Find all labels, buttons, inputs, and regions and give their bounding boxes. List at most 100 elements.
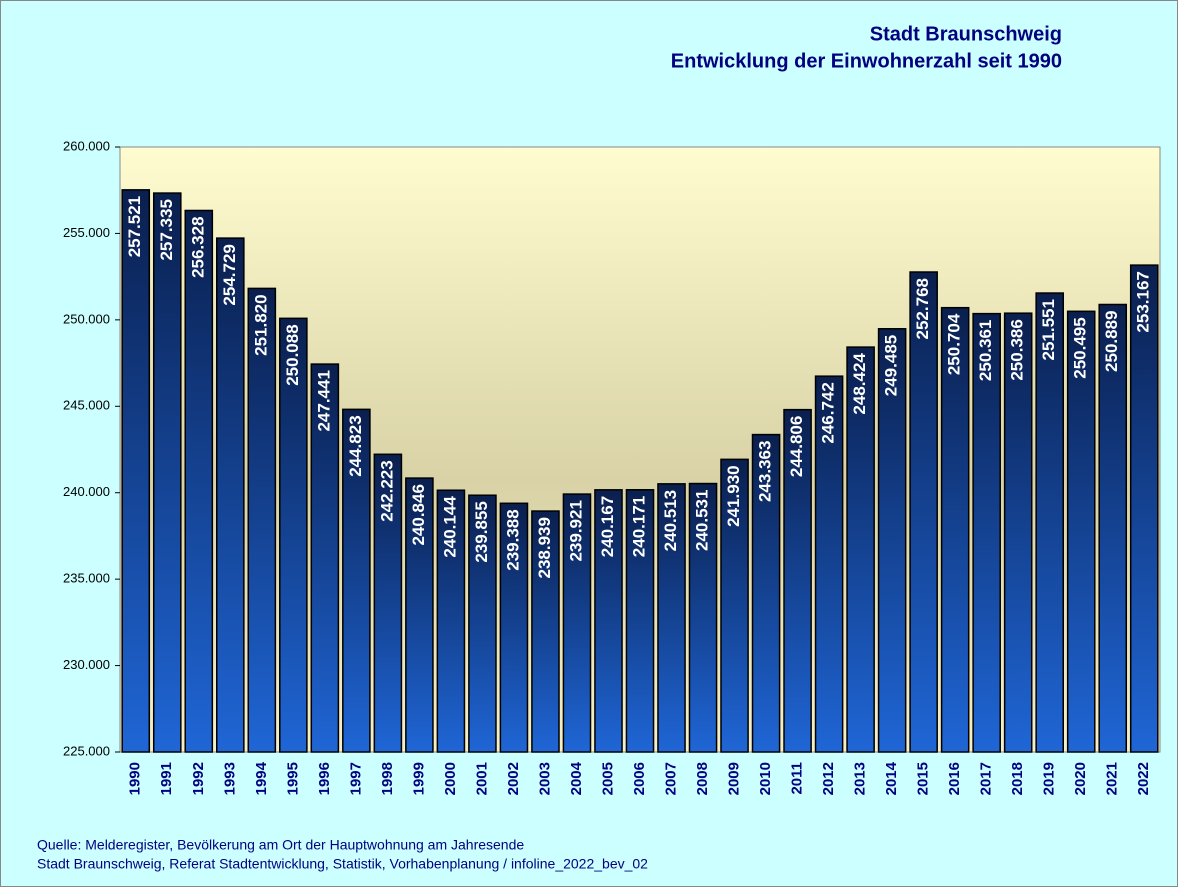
bar [531, 510, 560, 753]
value-label: 240.167 [598, 496, 617, 557]
bar [940, 306, 970, 753]
x-tick-label: 2003 [536, 762, 553, 795]
chart-title: Stadt Braunschweig [870, 23, 1062, 45]
bar [342, 408, 371, 753]
x-tick-label: 2014 [883, 761, 900, 795]
bar [751, 433, 781, 753]
x-tick-label: 1995 [284, 762, 301, 795]
x-tick-label: 2018 [1009, 762, 1026, 795]
x-tick-label: 2011 [789, 762, 806, 795]
value-label: 238.939 [535, 517, 554, 578]
value-label: 250.889 [1102, 310, 1121, 371]
bar [1035, 292, 1064, 753]
value-label: 257.521 [125, 196, 144, 257]
bar [1098, 303, 1128, 753]
x-tick-label: 2013 [852, 762, 869, 795]
y-tick-label: 255.000 [63, 225, 110, 240]
x-tick-label: 2009 [726, 762, 743, 795]
value-label: 250.386 [1008, 319, 1027, 380]
x-tick-label: 1999 [410, 762, 427, 795]
value-label: 240.171 [629, 496, 648, 557]
x-tick-label: 2016 [946, 762, 963, 795]
x-tick-label: 1998 [379, 762, 396, 795]
x-tick-label: 2008 [694, 762, 711, 795]
value-label: 250.088 [283, 324, 302, 385]
value-label: 242.223 [377, 460, 396, 521]
value-label: 239.388 [503, 509, 522, 570]
x-tick-label: 1997 [347, 762, 364, 795]
x-tick-label: 2007 [662, 762, 679, 795]
x-tick-label: 1993 [221, 762, 238, 795]
bar [1003, 312, 1033, 753]
bar [247, 287, 277, 753]
x-tick-label: 2006 [631, 762, 648, 795]
value-label: 240.846 [409, 484, 428, 545]
bar [877, 328, 907, 753]
y-tick-label: 225.000 [63, 743, 110, 758]
x-tick-label: 2012 [820, 762, 837, 795]
bar [1066, 310, 1096, 753]
x-tick-label: 1990 [127, 762, 144, 795]
value-label: 254.729 [220, 244, 239, 305]
y-tick-label: 250.000 [63, 311, 110, 326]
bar [279, 317, 308, 753]
value-label: 252.768 [913, 278, 932, 339]
value-label: 247.441 [314, 370, 333, 431]
x-tick-label: 1992 [190, 762, 207, 795]
x-tick-label: 2019 [1041, 762, 1058, 795]
bar [184, 209, 214, 753]
value-label: 239.855 [472, 501, 491, 562]
bar [625, 489, 655, 753]
bar [152, 192, 182, 753]
bar [783, 408, 812, 753]
value-label: 246.742 [819, 382, 838, 443]
bar [436, 489, 466, 753]
bar [499, 502, 529, 753]
value-label: 240.144 [440, 496, 459, 558]
x-tick-label: 2001 [473, 762, 490, 795]
bar [720, 458, 749, 753]
bar [814, 375, 844, 753]
value-label: 240.531 [693, 490, 712, 551]
x-tick-label: 1994 [253, 761, 270, 795]
x-tick-label: 2020 [1072, 762, 1089, 795]
x-tick-label: 2002 [505, 762, 522, 795]
x-tick-label: 2015 [915, 762, 932, 795]
x-tick-label: 2010 [757, 762, 774, 795]
bar [121, 189, 151, 753]
bar [310, 363, 340, 753]
chart-subtitle: Entwicklung der Einwohnerzahl seit 1990 [671, 50, 1062, 72]
value-label: 240.513 [661, 490, 680, 551]
bar [657, 483, 686, 753]
value-label: 251.820 [251, 294, 270, 355]
value-label: 250.361 [976, 320, 995, 381]
value-label: 244.806 [787, 416, 806, 477]
bar [909, 271, 938, 753]
x-tick-label: 1991 [158, 762, 175, 795]
x-tick-label: 2017 [978, 762, 995, 795]
value-label: 250.704 [945, 313, 964, 375]
value-label: 251.551 [1039, 299, 1058, 360]
value-label: 250.495 [1071, 317, 1090, 378]
bar [688, 482, 718, 753]
value-label: 253.167 [1134, 271, 1153, 332]
bar [373, 453, 403, 753]
bar [972, 312, 1001, 753]
x-tick-label: 2005 [599, 762, 616, 795]
bar [594, 489, 623, 753]
source-note: Quelle: Melderegister, Bevölkerung am Or… [37, 837, 524, 853]
x-tick-label: 2022 [1135, 762, 1152, 795]
bar [562, 493, 592, 753]
x-tick-label: 2000 [442, 762, 459, 795]
source-note: Stadt Braunschweig, Referat Stadtentwick… [37, 856, 648, 872]
bar [846, 346, 875, 753]
y-tick-label: 245.000 [63, 398, 110, 413]
bar [468, 494, 497, 753]
value-label: 244.823 [346, 415, 365, 476]
value-label: 248.424 [850, 353, 869, 415]
value-label: 239.921 [566, 500, 585, 561]
value-label: 241.930 [724, 465, 743, 526]
value-label: 257.335 [157, 199, 176, 260]
y-tick-label: 235.000 [63, 571, 110, 586]
x-tick-label: 1996 [316, 762, 333, 795]
